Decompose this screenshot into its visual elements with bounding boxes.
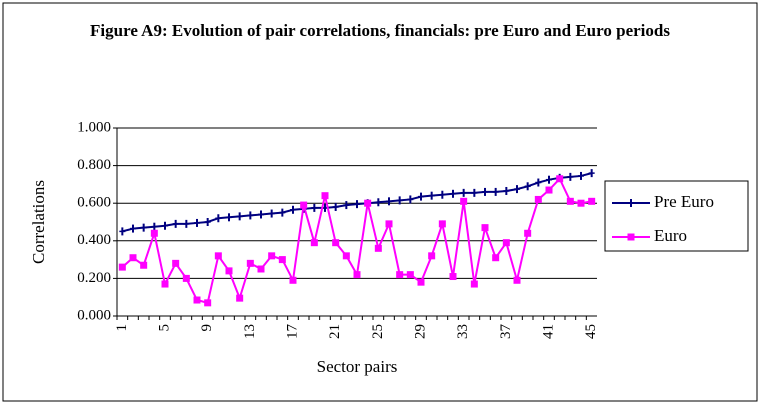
data-point bbox=[342, 252, 350, 260]
data-point bbox=[428, 252, 436, 260]
data-point bbox=[118, 263, 126, 271]
x-tick-label: 25 bbox=[370, 324, 386, 339]
x-tick-label: 41 bbox=[540, 324, 556, 339]
data-point bbox=[556, 175, 564, 183]
data-point bbox=[310, 239, 318, 247]
x-tick-label: 29 bbox=[412, 324, 428, 339]
data-point bbox=[534, 195, 542, 203]
data-point bbox=[257, 265, 265, 273]
data-point bbox=[182, 274, 190, 282]
data-point bbox=[513, 276, 521, 284]
y-axis-label: Correlations bbox=[29, 180, 48, 264]
data-point bbox=[332, 239, 340, 247]
legend-label: Euro bbox=[654, 226, 687, 245]
data-point bbox=[396, 271, 404, 279]
data-point bbox=[417, 278, 425, 286]
x-tick-label: 1 bbox=[114, 324, 130, 332]
data-point bbox=[140, 261, 148, 269]
data-point bbox=[278, 256, 286, 264]
y-tick-label: 0.200 bbox=[77, 270, 111, 286]
y-tick-label: 0.600 bbox=[77, 195, 111, 211]
data-point bbox=[374, 244, 382, 252]
data-point bbox=[214, 252, 222, 260]
x-tick-label: 33 bbox=[455, 324, 471, 339]
data-point bbox=[193, 296, 201, 304]
y-tick-label: 0.000 bbox=[77, 307, 111, 323]
data-point bbox=[577, 199, 585, 207]
y-tick-label: 0.800 bbox=[77, 157, 111, 173]
x-tick-label: 17 bbox=[284, 324, 300, 340]
legend-label: Pre Euro bbox=[654, 192, 714, 211]
data-point bbox=[481, 224, 489, 232]
x-tick-label: 9 bbox=[199, 324, 215, 332]
data-point bbox=[129, 254, 137, 262]
x-tick-label: 5 bbox=[156, 324, 172, 332]
data-point bbox=[502, 239, 510, 247]
data-point bbox=[438, 220, 446, 228]
data-point bbox=[268, 252, 276, 260]
legend-marker bbox=[627, 233, 635, 241]
data-point bbox=[364, 199, 372, 207]
data-point bbox=[492, 254, 500, 262]
data-point bbox=[406, 271, 414, 279]
x-axis-label: Sector pairs bbox=[317, 357, 398, 376]
data-point bbox=[321, 192, 329, 200]
data-point bbox=[566, 197, 574, 205]
y-tick-label: 0.400 bbox=[77, 232, 111, 248]
x-tick-label: 21 bbox=[327, 324, 343, 339]
data-point bbox=[150, 229, 158, 237]
data-point bbox=[449, 273, 457, 281]
x-tick-label: 37 bbox=[498, 324, 514, 340]
data-point bbox=[353, 271, 361, 279]
data-point bbox=[161, 280, 169, 288]
data-point bbox=[289, 276, 297, 284]
chart-title: Figure A9: Evolution of pair correlation… bbox=[90, 21, 670, 40]
data-point bbox=[225, 267, 233, 275]
data-point bbox=[246, 259, 254, 267]
x-tick-label: 45 bbox=[583, 324, 599, 339]
y-tick-label: 1.000 bbox=[77, 119, 111, 135]
data-point bbox=[204, 299, 212, 307]
data-point bbox=[588, 197, 596, 205]
data-point bbox=[300, 201, 308, 209]
data-point bbox=[524, 229, 532, 237]
data-point bbox=[236, 294, 244, 302]
x-tick-label: 13 bbox=[242, 324, 258, 339]
data-point bbox=[460, 197, 468, 205]
data-point bbox=[385, 220, 393, 228]
data-point bbox=[172, 259, 180, 267]
data-point bbox=[545, 186, 553, 194]
data-point bbox=[470, 280, 478, 288]
